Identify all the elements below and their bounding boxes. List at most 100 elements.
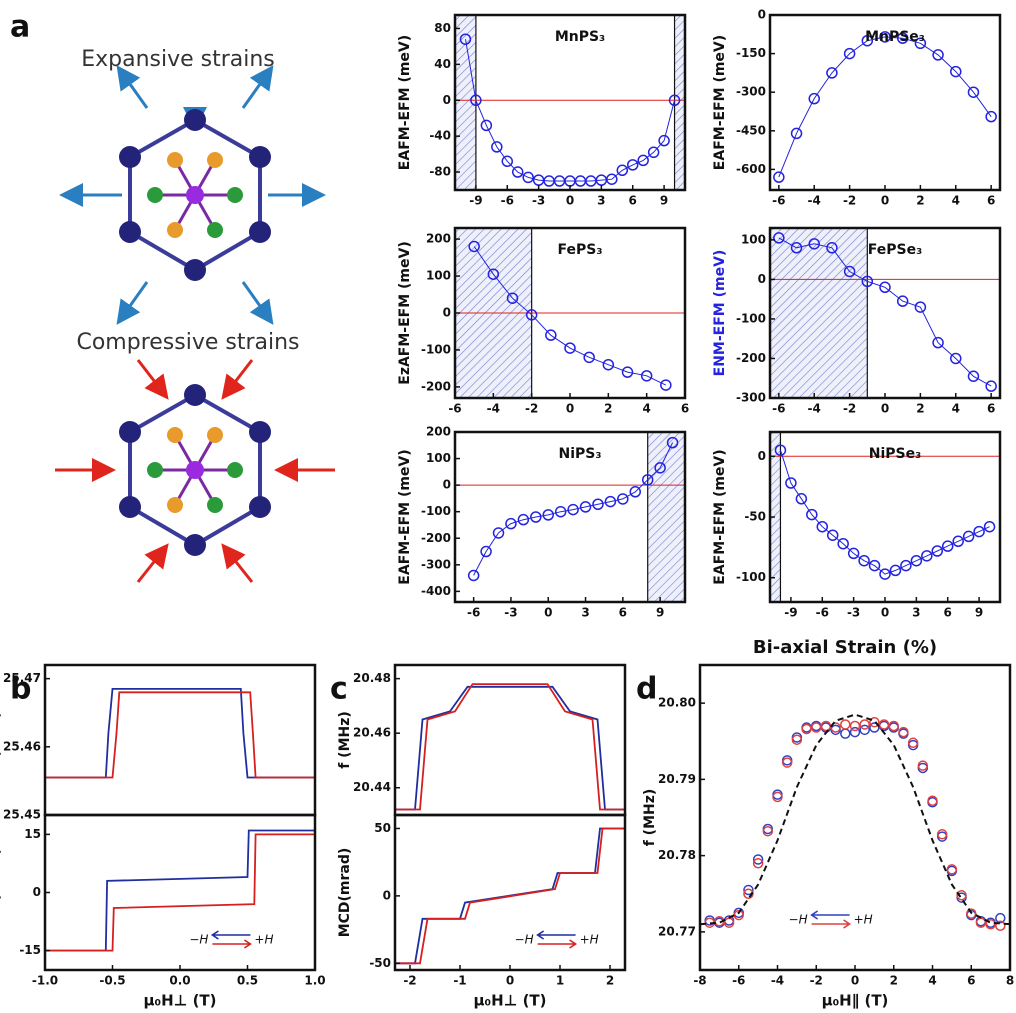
- x-tick-label: 9: [656, 606, 664, 620]
- x-axis-label: Bi-axial Strain (%): [753, 637, 937, 658]
- data-point: [898, 726, 909, 738]
- data-point: [583, 351, 595, 364]
- plot-frame: [393, 813, 627, 972]
- data-point: [579, 501, 592, 513]
- series-line: [395, 685, 625, 811]
- data-point: [480, 545, 492, 558]
- data-point: [869, 722, 880, 733]
- x-axis-label: μ₀H⊥ (T): [143, 992, 216, 1010]
- data-point: [658, 134, 670, 147]
- data-point: [660, 379, 672, 391]
- data-point: [470, 94, 482, 107]
- data-point: [773, 232, 785, 244]
- chart-title: FePS₃: [558, 242, 603, 258]
- data-point: [773, 171, 785, 183]
- data-point: [781, 757, 793, 768]
- data-point: [808, 92, 820, 105]
- x-tick-label: 0: [881, 194, 889, 208]
- x-tick-label: -2: [810, 974, 823, 988]
- x-tick-label: 3: [597, 194, 605, 208]
- x-tick-label: 8: [1006, 974, 1014, 988]
- data-point: [525, 309, 538, 321]
- data-point: [790, 127, 803, 140]
- data-point: [967, 86, 980, 98]
- plot-frame: [43, 813, 317, 972]
- data-point: [530, 511, 542, 523]
- x-tick-label: 0: [881, 402, 889, 416]
- data-point: [790, 242, 803, 254]
- y-tick-label: -100: [421, 342, 451, 356]
- x-tick-label: 6: [987, 402, 995, 416]
- data-point: [491, 141, 503, 153]
- x-tick-label: 3: [912, 606, 920, 620]
- legend-label: −H: [189, 933, 208, 947]
- y-tick-label: -300: [421, 557, 451, 571]
- data-point: [668, 94, 681, 107]
- y-tick-label: 80: [434, 21, 451, 35]
- data-point: [931, 545, 944, 557]
- y-axis-label: EAFM-EFM (meV): [712, 449, 728, 584]
- x-tick-label: 2: [606, 974, 614, 988]
- data-point: [861, 34, 874, 47]
- data-point: [889, 564, 902, 577]
- data-point: [869, 716, 880, 728]
- x-tick-label: 0: [544, 606, 552, 620]
- data-point: [545, 329, 557, 341]
- data-point: [985, 110, 997, 123]
- data-point: [654, 462, 666, 474]
- data-point: [752, 858, 764, 869]
- x-tick-label: -4: [771, 974, 784, 988]
- x-tick-label: -6: [501, 194, 514, 208]
- data-point: [459, 33, 472, 45]
- y-tick-label: 0: [443, 478, 451, 492]
- y-tick-label: 20.48: [353, 671, 391, 685]
- x-tick-label: 1.0: [304, 974, 325, 988]
- series-line: [45, 688, 315, 779]
- y-tick-label: 20.79: [658, 772, 696, 786]
- data-point: [843, 47, 856, 60]
- data-point: [647, 146, 660, 159]
- y-tick-label: -600: [736, 162, 766, 176]
- y-tick-label: 0: [383, 888, 391, 902]
- x-tick-label: -1: [453, 974, 466, 988]
- data-point: [511, 166, 524, 178]
- x-tick-label: 9: [660, 194, 668, 208]
- y-tick-label: 20.46: [353, 726, 391, 740]
- data-point: [879, 281, 891, 294]
- legend-label: +H: [854, 913, 873, 927]
- legend-label: −H: [789, 913, 808, 927]
- chart-title: MnPSe₃: [865, 29, 925, 45]
- legend-arrow: [811, 919, 852, 929]
- series-line: [465, 39, 675, 182]
- data-point: [962, 530, 975, 543]
- x-tick-label: -9: [784, 606, 797, 620]
- illustration-label: Expansive strains: [81, 47, 275, 72]
- y-axis-label: EAFM-EFM (meV): [397, 35, 413, 170]
- x-tick-label: -6: [467, 606, 480, 620]
- x-tick-label: -3: [532, 194, 545, 208]
- y-tick-label: 25.46: [3, 739, 41, 753]
- x-tick-label: 0.0: [169, 974, 190, 988]
- x-tick-label: -3: [504, 606, 517, 620]
- x-tick-label: 4: [952, 402, 960, 416]
- compressive-lattice: [55, 359, 335, 583]
- y-axis-label: MCD(mrad): [337, 848, 353, 938]
- data-point: [617, 493, 629, 505]
- y-tick-label: 200: [426, 425, 451, 439]
- data-point: [830, 722, 841, 733]
- chart-title: NiPSe₃: [869, 446, 922, 462]
- data-point: [811, 722, 822, 733]
- data-point: [995, 920, 1006, 932]
- y-tick-label: 200: [426, 232, 451, 246]
- legend-arrow: [810, 910, 850, 920]
- y-axis-label: EzAFM-EFM (meV): [397, 241, 413, 385]
- x-axis-label: μ₀H⊥ (T): [473, 992, 546, 1010]
- x-tick-label: 2: [890, 974, 898, 988]
- x-tick-label: -2: [525, 402, 538, 416]
- x-tick-label: 0: [566, 402, 574, 416]
- y-tick-label: -50: [744, 510, 766, 524]
- y-tick-label: -100: [421, 504, 451, 518]
- data-point: [774, 444, 787, 456]
- plot-area: [45, 688, 315, 779]
